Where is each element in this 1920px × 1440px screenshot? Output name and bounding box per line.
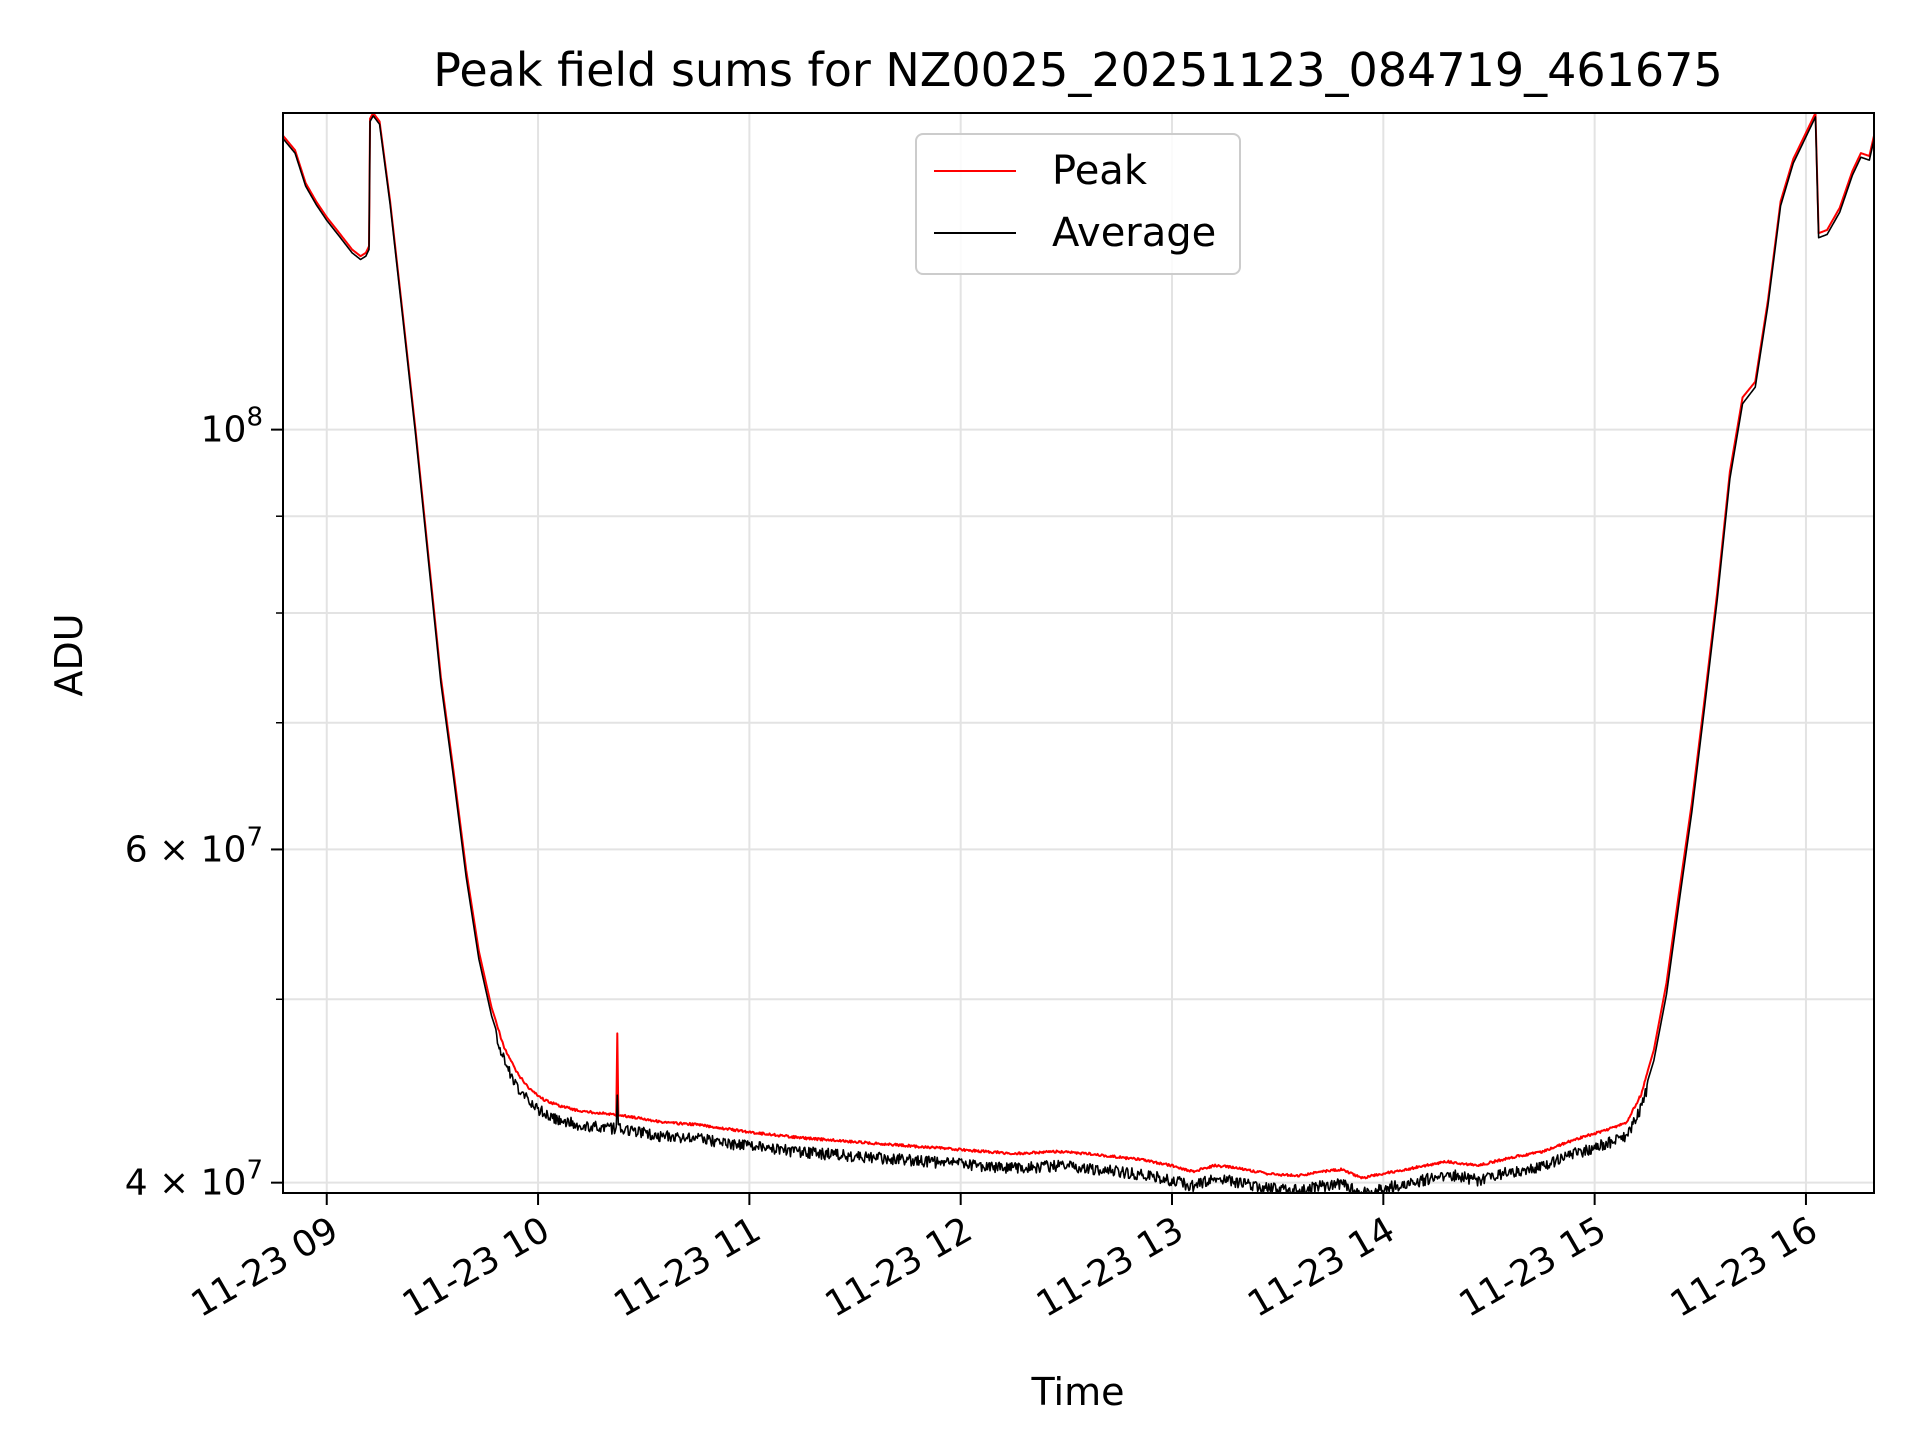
series-line-peak [283,113,1874,1180]
series-layer [283,113,1874,1193]
x-axis-label: Time [1031,1370,1125,1414]
legend-label-average: Average [1052,210,1216,256]
y-tick-label-1: 6 × 107 [125,822,263,870]
axes-frame [282,112,1875,1194]
legend-box [915,133,1241,275]
y-tick-label-0: 108 [201,403,263,451]
legend-label-peak: Peak [1052,148,1148,194]
series-line-average [283,115,1874,1193]
y-axis-ticks: 108 6 × 107 4 × 107 [125,403,283,1204]
grid [283,113,1874,1193]
plot-area [283,113,1874,1193]
legend: Peak Average [915,133,1241,275]
y-tick-label-2: 4 × 107 [125,1156,263,1204]
chart-title: Peak field sums for NZ0025_20251123_0847… [433,43,1722,97]
y-axis-label: ADU [47,613,91,696]
